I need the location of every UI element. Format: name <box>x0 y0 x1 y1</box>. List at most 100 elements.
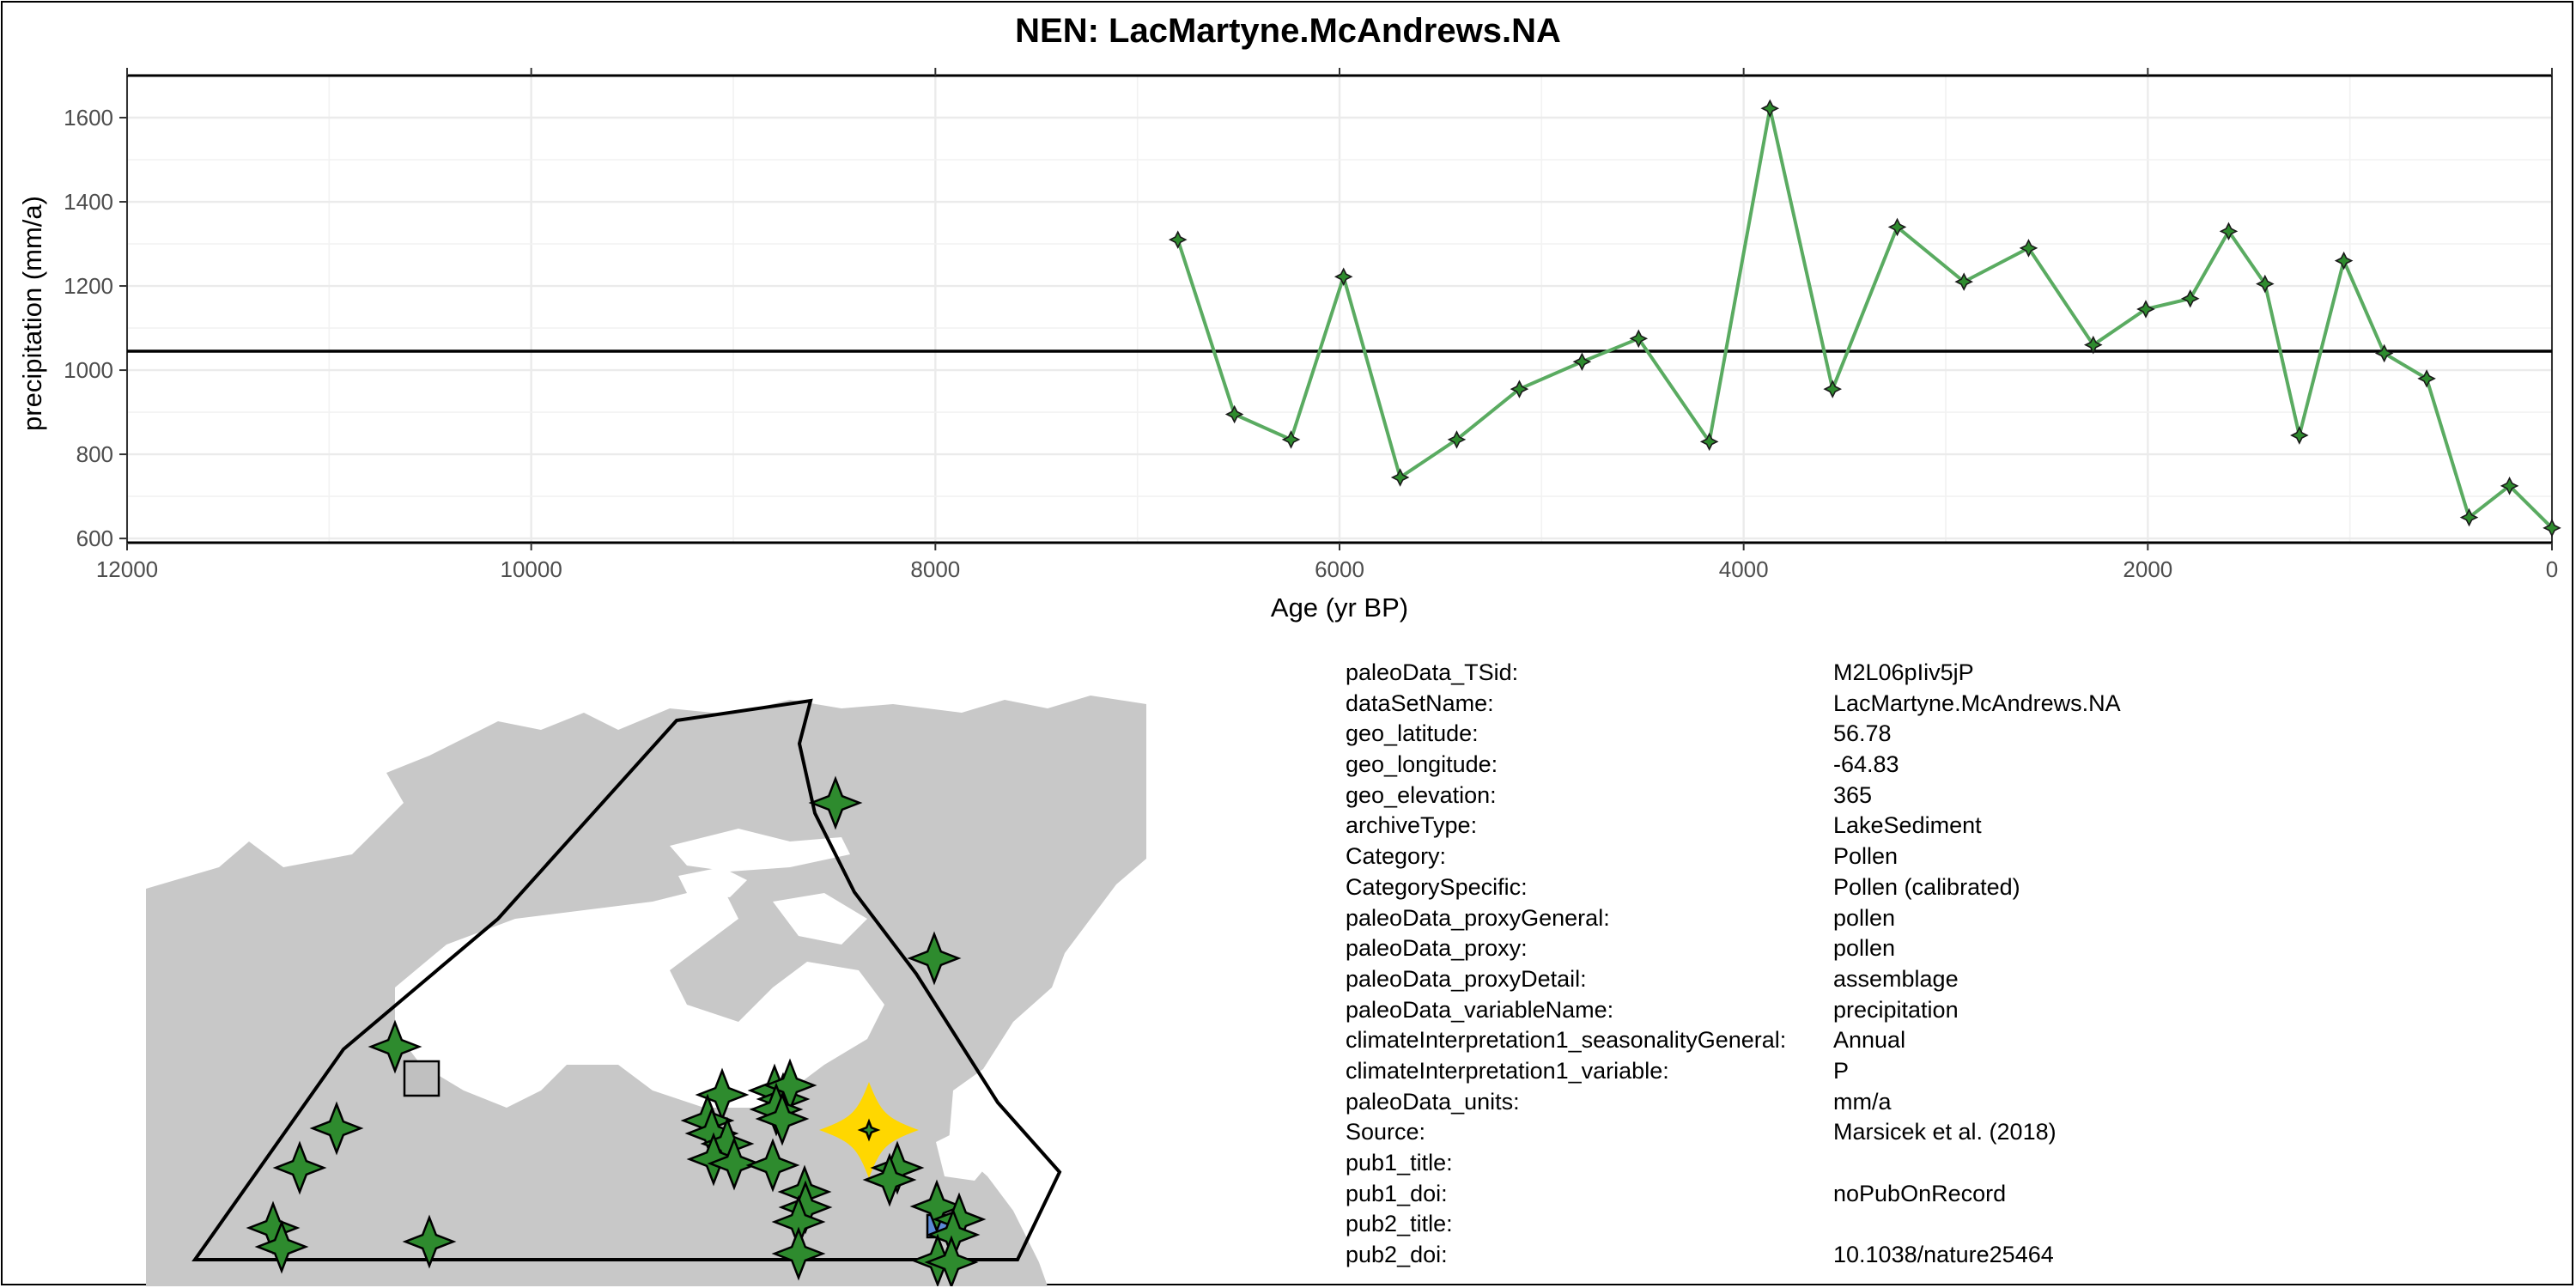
y-tick-label: 600 <box>76 526 113 551</box>
data-point <box>1390 468 1410 487</box>
site-markers <box>246 775 987 1286</box>
metadata-row: Category: Pollen <box>1346 841 2548 872</box>
metadata-value: Marsicek et al. (2018) <box>1833 1119 2057 1145</box>
metadata-key: archiveType: <box>1346 812 1478 839</box>
metadata-key: paleoData_proxyDetail: <box>1346 965 1587 992</box>
x-tick-label: 8000 <box>910 556 960 582</box>
data-point <box>1954 272 1973 291</box>
metadata-row: pub2_doi: 10.1038/nature25464 <box>1346 1240 2548 1271</box>
data-point <box>1823 380 1842 398</box>
metadata-row: paleoData_proxyGeneral: pollen <box>1346 903 2548 934</box>
metadata-value: M2L06pIiv5jP <box>1833 659 1974 685</box>
data-point <box>1887 217 1907 237</box>
metadata-row: climateInterpretation1_seasonalityGenera… <box>1346 1025 2548 1056</box>
metadata-key: paleoData_proxyGeneral: <box>1346 904 1610 931</box>
metadata-row: geo_longitude: -64.83 <box>1346 750 2548 781</box>
metadata-key: paleoData_TSid: <box>1346 659 1519 685</box>
data-point <box>2219 222 2239 241</box>
data-point <box>2417 369 2436 388</box>
metadata-key: geo_elevation: <box>1346 781 1497 808</box>
metadata-value: Pollen <box>1833 843 1899 870</box>
data-point <box>1224 404 1244 424</box>
metadata-row: pub1_doi: noPubOnRecord <box>1346 1179 2548 1210</box>
y-tick-label: 1400 <box>64 189 113 215</box>
data-point <box>1447 430 1467 449</box>
line-chart: 12000 10000 8000 6000 4000 2000 0 600 800 1000 120… <box>17 68 2561 623</box>
metadata-value: P <box>1833 1057 1850 1084</box>
data-point <box>1281 430 1301 449</box>
metadata-key: pub1_doi: <box>1346 1180 1448 1206</box>
data-point <box>2374 343 2394 363</box>
y-tick-label: 1000 <box>64 357 113 383</box>
metadata-key: climateInterpretation1_variable: <box>1346 1057 1669 1084</box>
metadata-value: -64.83 <box>1833 751 1899 778</box>
metadata-key: pub1_title: <box>1346 1150 1453 1176</box>
grey-square-marker <box>403 1060 440 1097</box>
data-point <box>2019 239 2038 258</box>
metadata-key: Source: <box>1346 1119 1426 1145</box>
metadata-key: climateInterpretation1_seasonalityGenera… <box>1346 1027 1787 1054</box>
site-marker <box>254 1219 309 1274</box>
data-series <box>1168 99 2561 538</box>
site-map <box>137 661 1146 1286</box>
metadata-row: pub2_title: <box>1346 1209 2548 1240</box>
data-point <box>2256 274 2275 294</box>
data-point <box>2290 426 2309 445</box>
metadata-key: Category: <box>1346 843 1447 870</box>
metadata-value: Annual <box>1833 1027 1906 1054</box>
metadata-key: pub2_title: <box>1346 1211 1453 1237</box>
metadata-row: paleoData_TSid: M2L06pIiv5jP <box>1346 658 2548 689</box>
x-tick-label: 6000 <box>1315 556 1364 582</box>
data-point <box>2180 289 2200 308</box>
chart-axes <box>119 68 2553 550</box>
metadata-row: paleoData_variableName: precipitation <box>1346 995 2548 1026</box>
x-tick-label: 2000 <box>2123 556 2172 582</box>
series-line <box>1176 106 2554 530</box>
y-tick-label: 1200 <box>64 273 113 299</box>
site-marker <box>907 931 962 986</box>
metadata-key: paleoData_variableName: <box>1346 996 1614 1023</box>
site-marker <box>755 1091 810 1146</box>
site-marker <box>368 1019 422 1074</box>
data-point <box>1699 432 1719 452</box>
metadata-value: 56.78 <box>1833 720 1892 747</box>
site-marker <box>771 1226 826 1281</box>
metadata-value: precipitation <box>1833 996 1959 1023</box>
data-point <box>2136 300 2155 319</box>
x-tick-label: 10000 <box>501 556 562 582</box>
metadata-key: geo_latitude: <box>1346 720 1479 747</box>
x-tick-label: 4000 <box>1719 556 1769 582</box>
x-axis-title: Age (yr BP) <box>1271 592 1408 623</box>
metadata-key: CategorySpecific: <box>1346 873 1528 900</box>
metadata-key: paleoData_proxy: <box>1346 935 1528 962</box>
site-marker <box>924 1235 979 1286</box>
metadata-value: LacMartyne.McAndrews.NA <box>1833 690 2121 716</box>
data-point <box>1572 352 1592 372</box>
data-point <box>2543 519 2561 538</box>
metadata-value: assemblage <box>1833 965 1959 992</box>
site-marker <box>778 1180 833 1235</box>
metadata-row: geo_elevation: 365 <box>1346 781 2548 811</box>
data-point <box>1168 230 1188 249</box>
metadata-row: paleoData_proxyDetail: assemblage <box>1346 964 2548 995</box>
highlighted-site-center <box>857 1118 881 1142</box>
metadata-row: pub1_title: <box>1346 1148 2548 1179</box>
site-marker <box>309 1101 364 1156</box>
data-point <box>1760 99 1780 118</box>
data-point <box>1510 380 1529 398</box>
y-tick-label: 800 <box>76 441 113 467</box>
tick-labels: 12000 10000 8000 6000 4000 2000 0 600 800 1000 120… <box>64 105 2558 582</box>
metadata-value: noPubOnRecord <box>1833 1180 2007 1206</box>
metadata-value: 10.1038/nature25464 <box>1833 1242 2054 1268</box>
chart-gridlines <box>125 76 2554 543</box>
metadata-row: CategorySpecific: Pollen (calibrated) <box>1346 872 2548 903</box>
site-marker <box>862 1152 917 1207</box>
metadata-row: dataSetName: LacMartyne.McAndrews.NA <box>1346 689 2548 720</box>
data-point <box>1334 267 1353 287</box>
site-marker <box>686 1132 741 1187</box>
metadata-value: mm/a <box>1833 1088 1892 1115</box>
metadata-row: climateInterpretation1_variable: P <box>1346 1056 2548 1087</box>
metadata-value: 365 <box>1833 781 1873 808</box>
metadata-row: paleoData_units: mm/a <box>1346 1087 2548 1118</box>
site-marker <box>745 1138 800 1193</box>
